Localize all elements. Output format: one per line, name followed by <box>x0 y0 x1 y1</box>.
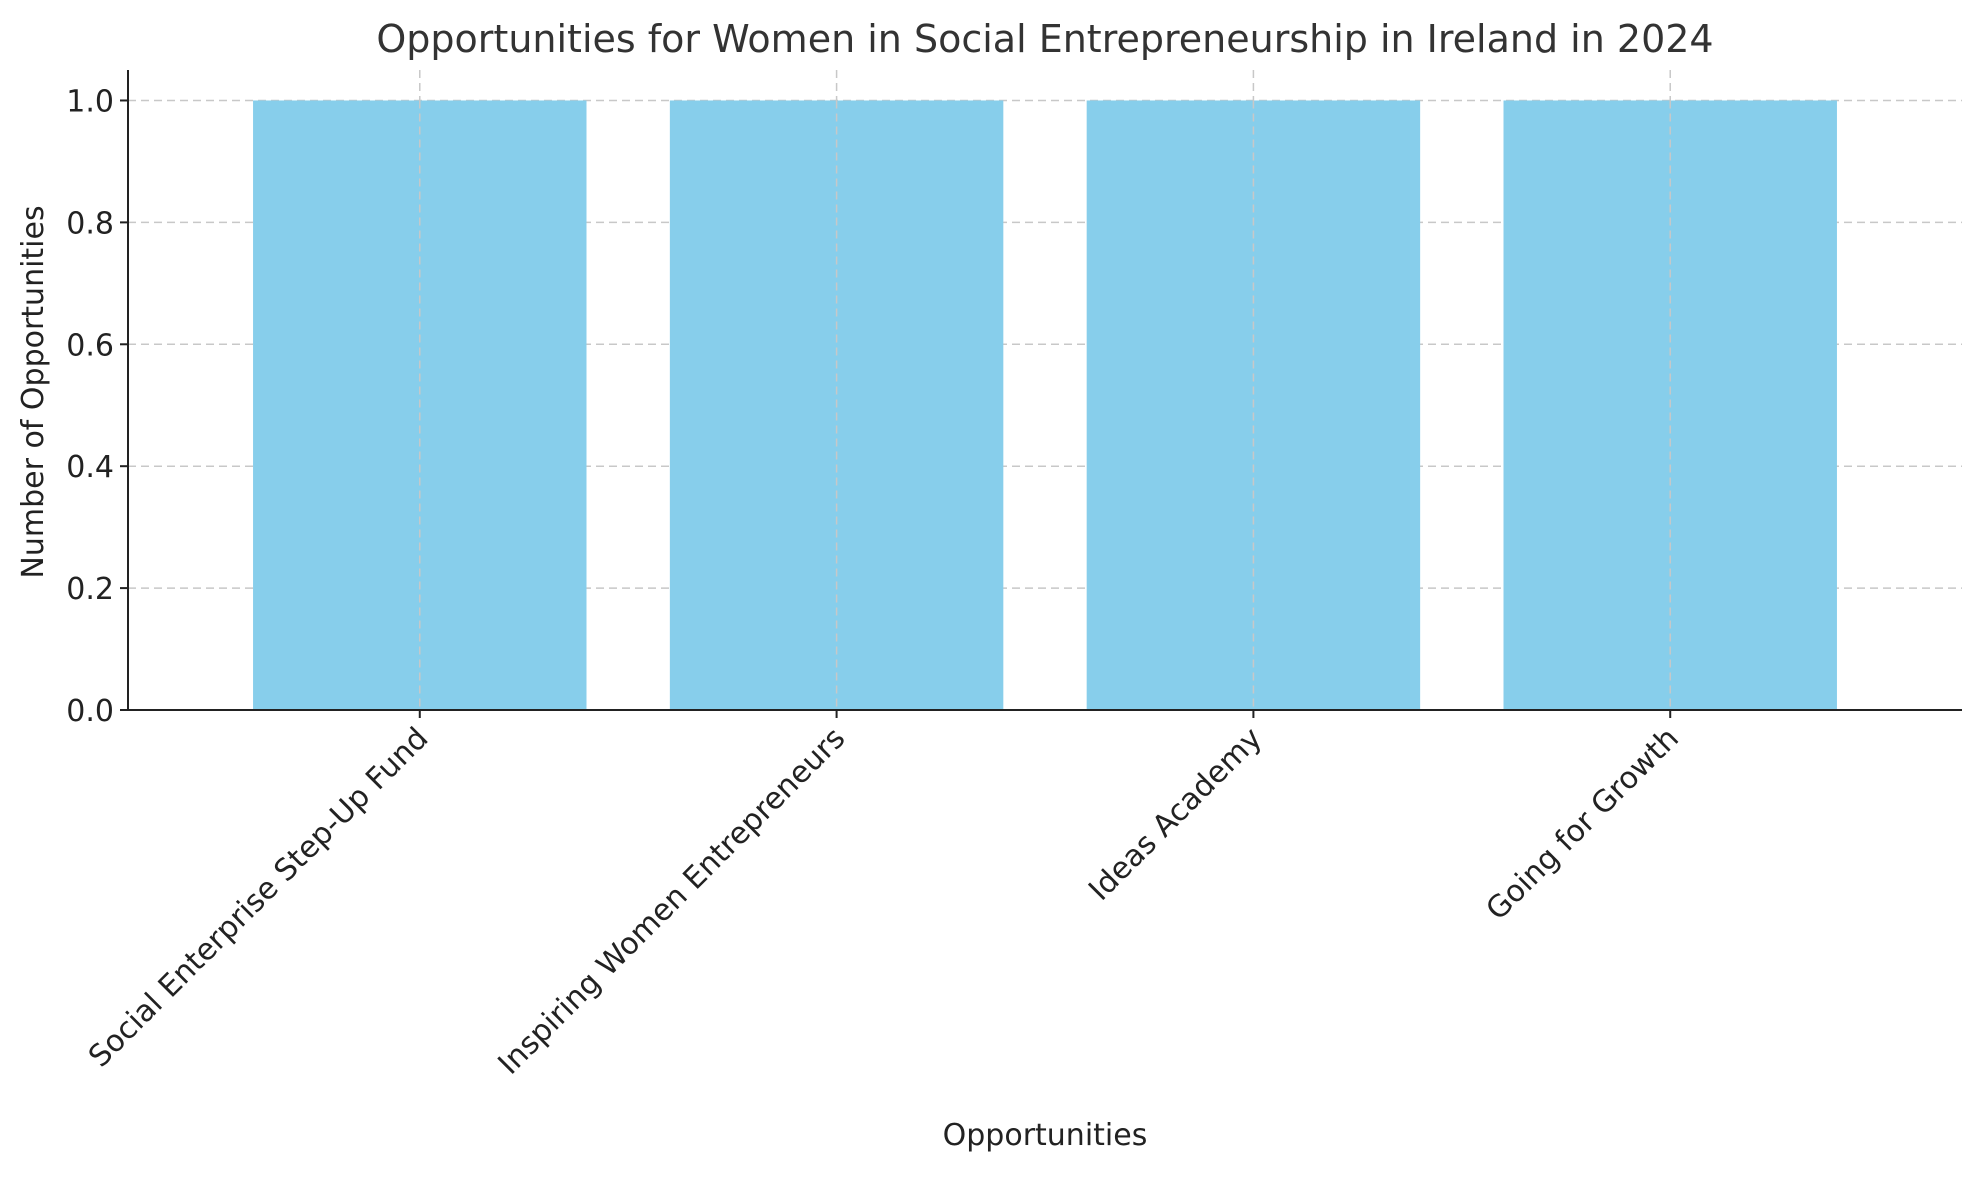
y-tick-label: 0.2 <box>66 572 114 607</box>
y-tick-label: 0.6 <box>66 328 114 363</box>
y-ticks: 0.0 0.2 0.4 0.6 0.8 1.0 <box>66 84 128 729</box>
y-axis-label: Number of Opportunities <box>16 205 51 578</box>
y-tick-label: 0.4 <box>66 450 114 485</box>
x-tick-label: Inspiring Women Entrepreneurs <box>492 721 853 1082</box>
y-tick-label: 0.8 <box>66 206 114 241</box>
bars <box>253 100 1837 710</box>
y-tick-label: 0.0 <box>66 694 114 729</box>
y-tick-label: 1.0 <box>66 84 114 119</box>
x-axis-label: Opportunities <box>943 1118 1148 1153</box>
x-tick-label: Social Enterprise Step-Up Fund <box>82 721 435 1074</box>
axes <box>127 70 1962 711</box>
x-tick-label: Ideas Academy <box>1082 721 1269 908</box>
x-ticks: Social Enterprise Step-Up Fund Inspiring … <box>82 710 1686 1082</box>
x-tick-label: Going for Growth <box>1479 721 1685 927</box>
chart-title: Opportunities for Women in Social Entrep… <box>376 17 1713 61</box>
